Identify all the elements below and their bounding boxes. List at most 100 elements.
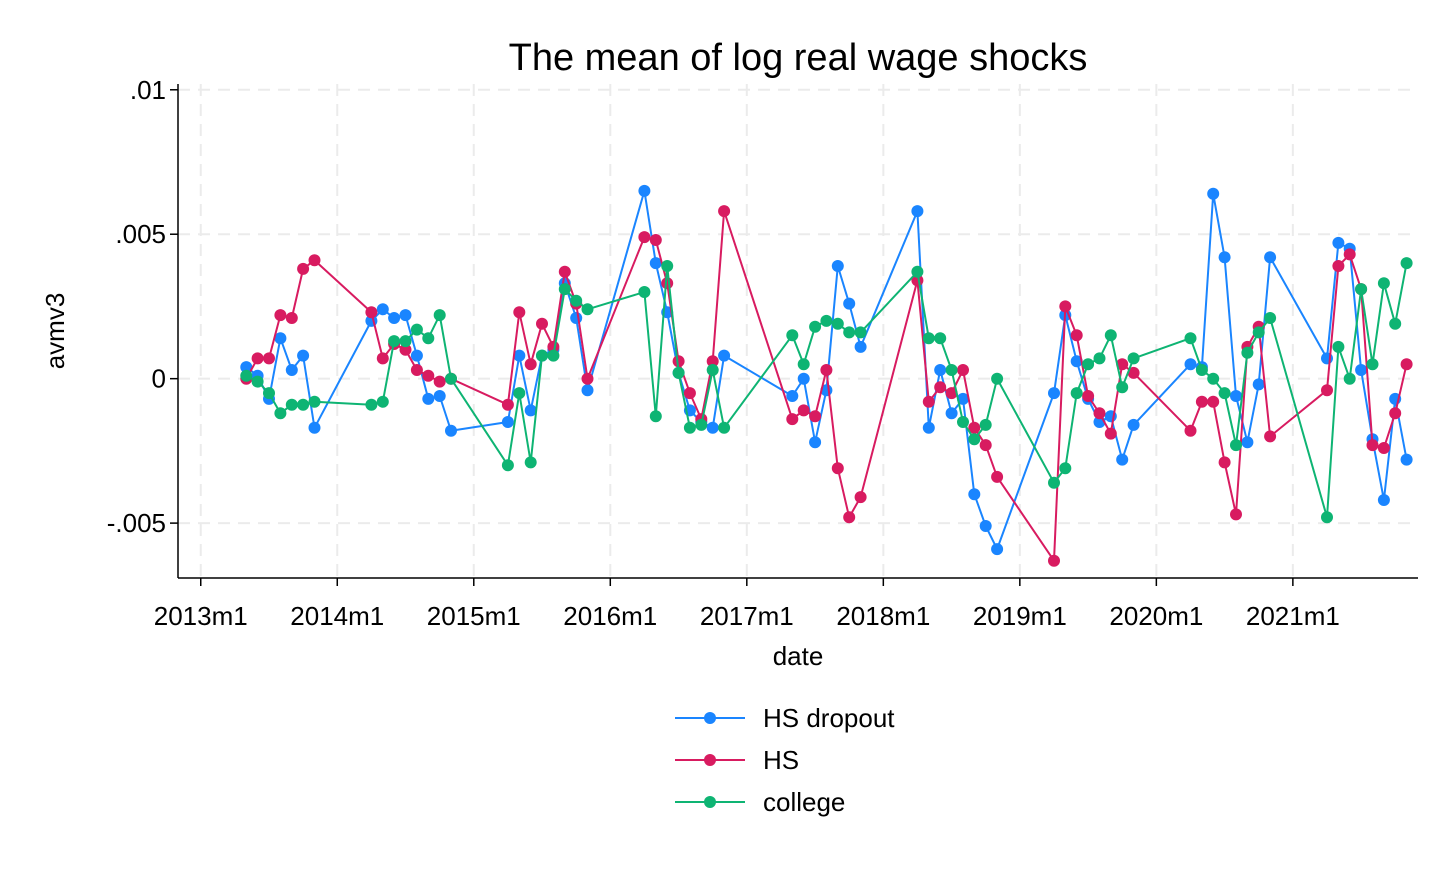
data-point <box>786 390 799 402</box>
legend-label: HS dropout <box>763 703 895 733</box>
data-point <box>1195 395 1208 408</box>
data-point <box>945 407 958 420</box>
data-point <box>285 364 298 376</box>
data-point <box>934 381 947 394</box>
data-point <box>376 303 389 316</box>
legend-item: HS dropout <box>675 703 895 733</box>
data-point <box>308 421 321 434</box>
legend-marker <box>704 754 716 766</box>
data-point <box>240 361 253 374</box>
data-point <box>1377 277 1390 290</box>
x-tick-label: 2016m1 <box>563 601 657 631</box>
data-point <box>718 421 731 434</box>
data-point <box>1116 453 1129 466</box>
data-point <box>1207 395 1220 408</box>
data-point <box>706 355 719 368</box>
data-point <box>1070 355 1083 368</box>
data-point <box>1264 312 1277 324</box>
data-point <box>1264 430 1277 443</box>
data-point <box>672 355 685 368</box>
data-point <box>376 352 389 365</box>
data-point <box>1184 424 1197 437</box>
x-axis-ticks: 2013m1 2014m1 2015m1 2016m1 2017m1 2018m1 2019… <box>154 578 1340 631</box>
data-point <box>1070 329 1083 342</box>
chart-title: The mean of log real wage shocks <box>509 37 1088 79</box>
data-point <box>376 395 389 408</box>
data-point <box>1127 366 1140 379</box>
data-point <box>1082 390 1095 402</box>
data-point <box>558 283 571 296</box>
data-point <box>1116 381 1129 394</box>
data-point <box>1218 251 1231 264</box>
x-tick-label: 2020m1 <box>1109 601 1203 631</box>
data-point <box>1093 352 1106 365</box>
data-point <box>570 312 583 324</box>
data-point <box>672 366 685 379</box>
data-point <box>365 398 378 411</box>
data-point <box>445 424 457 437</box>
data-point <box>1252 378 1265 391</box>
data-point <box>1127 352 1140 365</box>
data-point <box>1116 358 1129 371</box>
data-point <box>797 358 810 371</box>
data-point <box>1332 260 1345 272</box>
data-point <box>308 254 321 267</box>
data-point <box>501 398 514 411</box>
y-tick-label: 0 <box>152 364 166 394</box>
data-point <box>706 364 719 376</box>
data-point <box>422 369 435 382</box>
data-point <box>718 205 731 218</box>
data-point <box>1366 358 1379 371</box>
data-point <box>274 332 287 345</box>
x-tick-label: 2018m1 <box>836 601 930 631</box>
grid-lines <box>178 84 1418 578</box>
data-point <box>638 231 651 244</box>
data-point <box>547 349 560 362</box>
data-point <box>1332 236 1345 249</box>
data-point <box>1389 407 1402 420</box>
legend-marker <box>704 796 716 808</box>
series-line <box>245 210 1408 562</box>
data-point <box>638 184 651 197</box>
data-point <box>957 416 969 428</box>
data-point <box>831 260 844 272</box>
data-point <box>388 335 401 348</box>
data-point <box>695 418 708 431</box>
data-point <box>843 297 856 310</box>
data-point <box>1355 283 1368 296</box>
data-point <box>1218 456 1231 469</box>
data-point <box>251 375 264 388</box>
data-point <box>1048 387 1060 400</box>
data-point <box>297 398 310 411</box>
data-point <box>536 317 548 330</box>
data-point <box>399 335 412 348</box>
data-point <box>843 326 856 339</box>
data-point <box>524 358 537 371</box>
data-point <box>274 309 287 322</box>
data-point <box>1252 326 1265 339</box>
data-point <box>957 392 969 405</box>
data-point <box>979 439 992 452</box>
data-point <box>1400 453 1413 466</box>
data-point <box>649 234 662 246</box>
data-point <box>297 349 310 362</box>
data-point <box>274 407 287 420</box>
data-point <box>1366 439 1379 452</box>
data-point <box>661 260 674 272</box>
data-point <box>558 265 571 278</box>
data-point <box>934 364 947 376</box>
data-point <box>820 364 833 376</box>
x-tick-label: 2017m1 <box>700 601 794 631</box>
data-point <box>1127 418 1140 431</box>
data-point <box>1355 364 1368 376</box>
y-tick-label: .005 <box>115 219 166 249</box>
data-point <box>285 312 298 324</box>
data-point <box>922 395 935 408</box>
data-point <box>934 332 947 345</box>
data-point <box>797 404 810 417</box>
data-point <box>854 326 867 339</box>
data-point <box>979 520 992 532</box>
data-point <box>1241 346 1254 359</box>
data-point <box>649 410 662 423</box>
